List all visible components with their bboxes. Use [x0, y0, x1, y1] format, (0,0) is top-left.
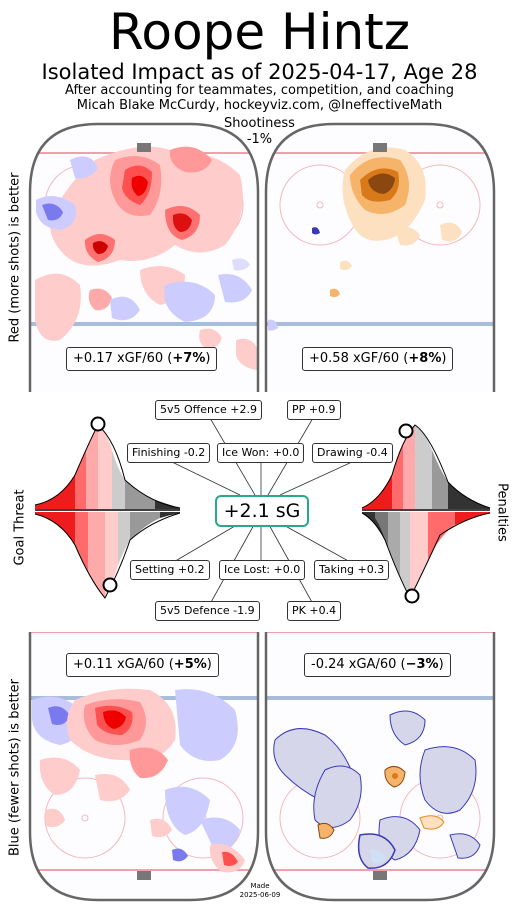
page-subtitle: Isolated Impact as of 2025-04-17, Age 28 [41, 60, 478, 84]
xgf-5v5-unit: xGF/60 [116, 351, 164, 366]
page-title: Roope Hintz [108, 3, 411, 61]
made-footer: Made 2025-06-09 [230, 882, 290, 900]
made-label: Made [250, 882, 270, 890]
component-taking: Taking +0.3 [314, 560, 390, 580]
component-finishing: Finishing -0.2 [127, 443, 211, 463]
xgf-pp-unit: xGF/60 [352, 351, 400, 366]
penalties-top-marker [398, 423, 414, 439]
component-ice-won: Ice Won: +0.0 [217, 443, 305, 463]
shootiness-label: Shootiness [224, 116, 295, 131]
penalties-bottom-marker [404, 588, 420, 604]
component-5v5-offence: 5v5 Offence +2.9 [155, 400, 263, 420]
xga-5v5-value: +0.11 [73, 657, 113, 672]
xga-pk-box: -0.24 xGA/60 (−3%) [304, 653, 451, 677]
xgf-pp-box: +0.58 xGF/60 (+8%) [302, 347, 454, 371]
rink-bottom-left [28, 632, 260, 902]
component-pp: PP +0.9 [287, 400, 341, 420]
rink-bottom-right [264, 632, 496, 902]
goal-threat-top-marker [90, 416, 106, 432]
xgf-pp-pct: +8% [408, 351, 442, 366]
xga-5v5-pct: +5% [173, 657, 207, 672]
subtitle-line-1: After accounting for teammates, competit… [65, 83, 454, 98]
component-5v5-defence: 5v5 Defence -1.9 [155, 601, 260, 621]
shootiness-value: -1% [246, 132, 273, 147]
penalties-distribution [361, 423, 491, 604]
goal-threat-bottom-marker [102, 577, 118, 593]
xga-pk-unit: xGA/60 [348, 657, 397, 672]
subtitle-line-2: Micah Blake McCurdy, hockeyviz.com, @Ine… [76, 98, 443, 113]
component-drawing: Drawing -0.4 [312, 443, 393, 463]
xgf-5v5-value: +0.17 [73, 351, 113, 366]
component-ice-lost: Ice Lost: +0.0 [219, 560, 306, 580]
goal-threat-distribution [34, 416, 181, 599]
xga-5v5-box: +0.11 xGA/60 (+5%) [66, 653, 219, 677]
component-setting: Setting +0.2 [130, 560, 210, 580]
component-pk: PK +0.4 [287, 601, 342, 621]
xga-5v5-unit: xGA/60 [116, 657, 165, 672]
made-date: 2025-06-09 [239, 891, 281, 899]
xgf-pp-value: +0.58 [309, 351, 349, 366]
xgf-5v5-box: +0.17 xGF/60 (+7%) [66, 347, 218, 371]
rink-top-right [264, 122, 496, 392]
xga-pk-value: -0.24 [311, 657, 345, 672]
total-sg-box: +2.1 sG [215, 495, 309, 527]
xga-pk-pct: −3% [405, 657, 439, 672]
xgf-5v5-pct: +7% [172, 351, 206, 366]
rink-top-left [28, 122, 260, 392]
